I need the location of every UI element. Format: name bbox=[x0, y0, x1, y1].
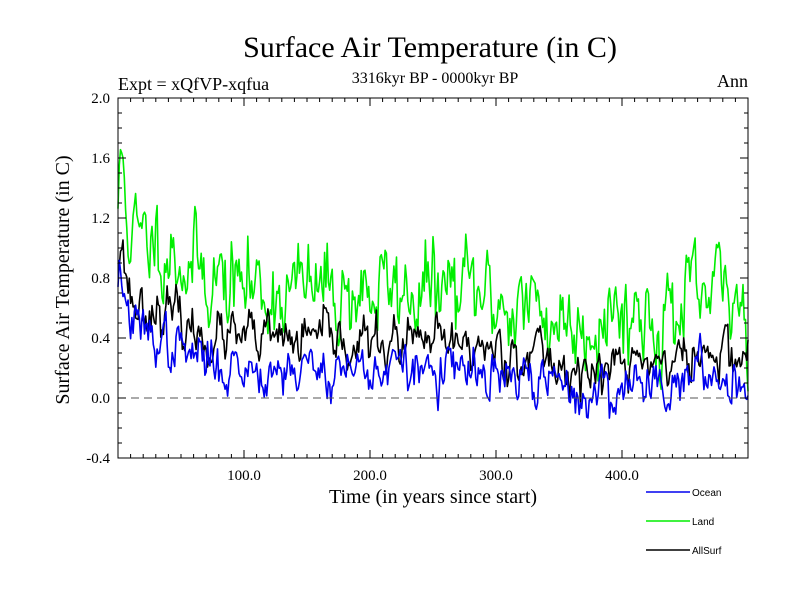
x-tick-label: 400.0 bbox=[605, 468, 639, 484]
y-tick-label: 0.0 bbox=[91, 391, 110, 407]
series-line-allsurf bbox=[117, 239, 749, 405]
y-axis-label: Surface Air Temperature (in C) bbox=[52, 155, 74, 404]
series-line-ocean bbox=[117, 259, 749, 419]
chart-title: Surface Air Temperature (in C) bbox=[243, 31, 617, 64]
y-tick-label: 2.0 bbox=[91, 91, 110, 107]
y-tick-label: -0.4 bbox=[86, 451, 110, 467]
legend-label-allsurf: AllSurf bbox=[692, 546, 722, 557]
x-tick-label: 200.0 bbox=[353, 468, 387, 484]
legend: Ocean Land AllSurf bbox=[646, 488, 722, 557]
y-tick-label: 1.2 bbox=[91, 211, 110, 227]
x-axis-label: Time (in years since start) bbox=[329, 486, 537, 508]
experiment-label: Expt = xQfVP-xqfua bbox=[118, 74, 269, 94]
x-tick-label: 300.0 bbox=[479, 468, 513, 484]
series-layer bbox=[117, 148, 749, 419]
x-axis-ticks: 100.0 200.0 300.0 400.0 bbox=[130, 98, 736, 484]
y-tick-label: 1.6 bbox=[91, 151, 110, 167]
y-tick-label: 0.8 bbox=[91, 271, 110, 287]
legend-label-ocean: Ocean bbox=[692, 488, 721, 499]
series-line-land bbox=[117, 148, 749, 392]
chart-subtitle: 3316kyr BP - 0000kyr BP bbox=[352, 70, 519, 87]
x-tick-label: 100.0 bbox=[227, 468, 261, 484]
season-label: Ann bbox=[717, 71, 748, 91]
y-axis-ticks: -0.4 0.0 0.4 0.8 1.2 1.6 2.0 bbox=[86, 91, 748, 467]
y-tick-label: 0.4 bbox=[91, 331, 110, 347]
legend-label-land: Land bbox=[692, 517, 714, 528]
